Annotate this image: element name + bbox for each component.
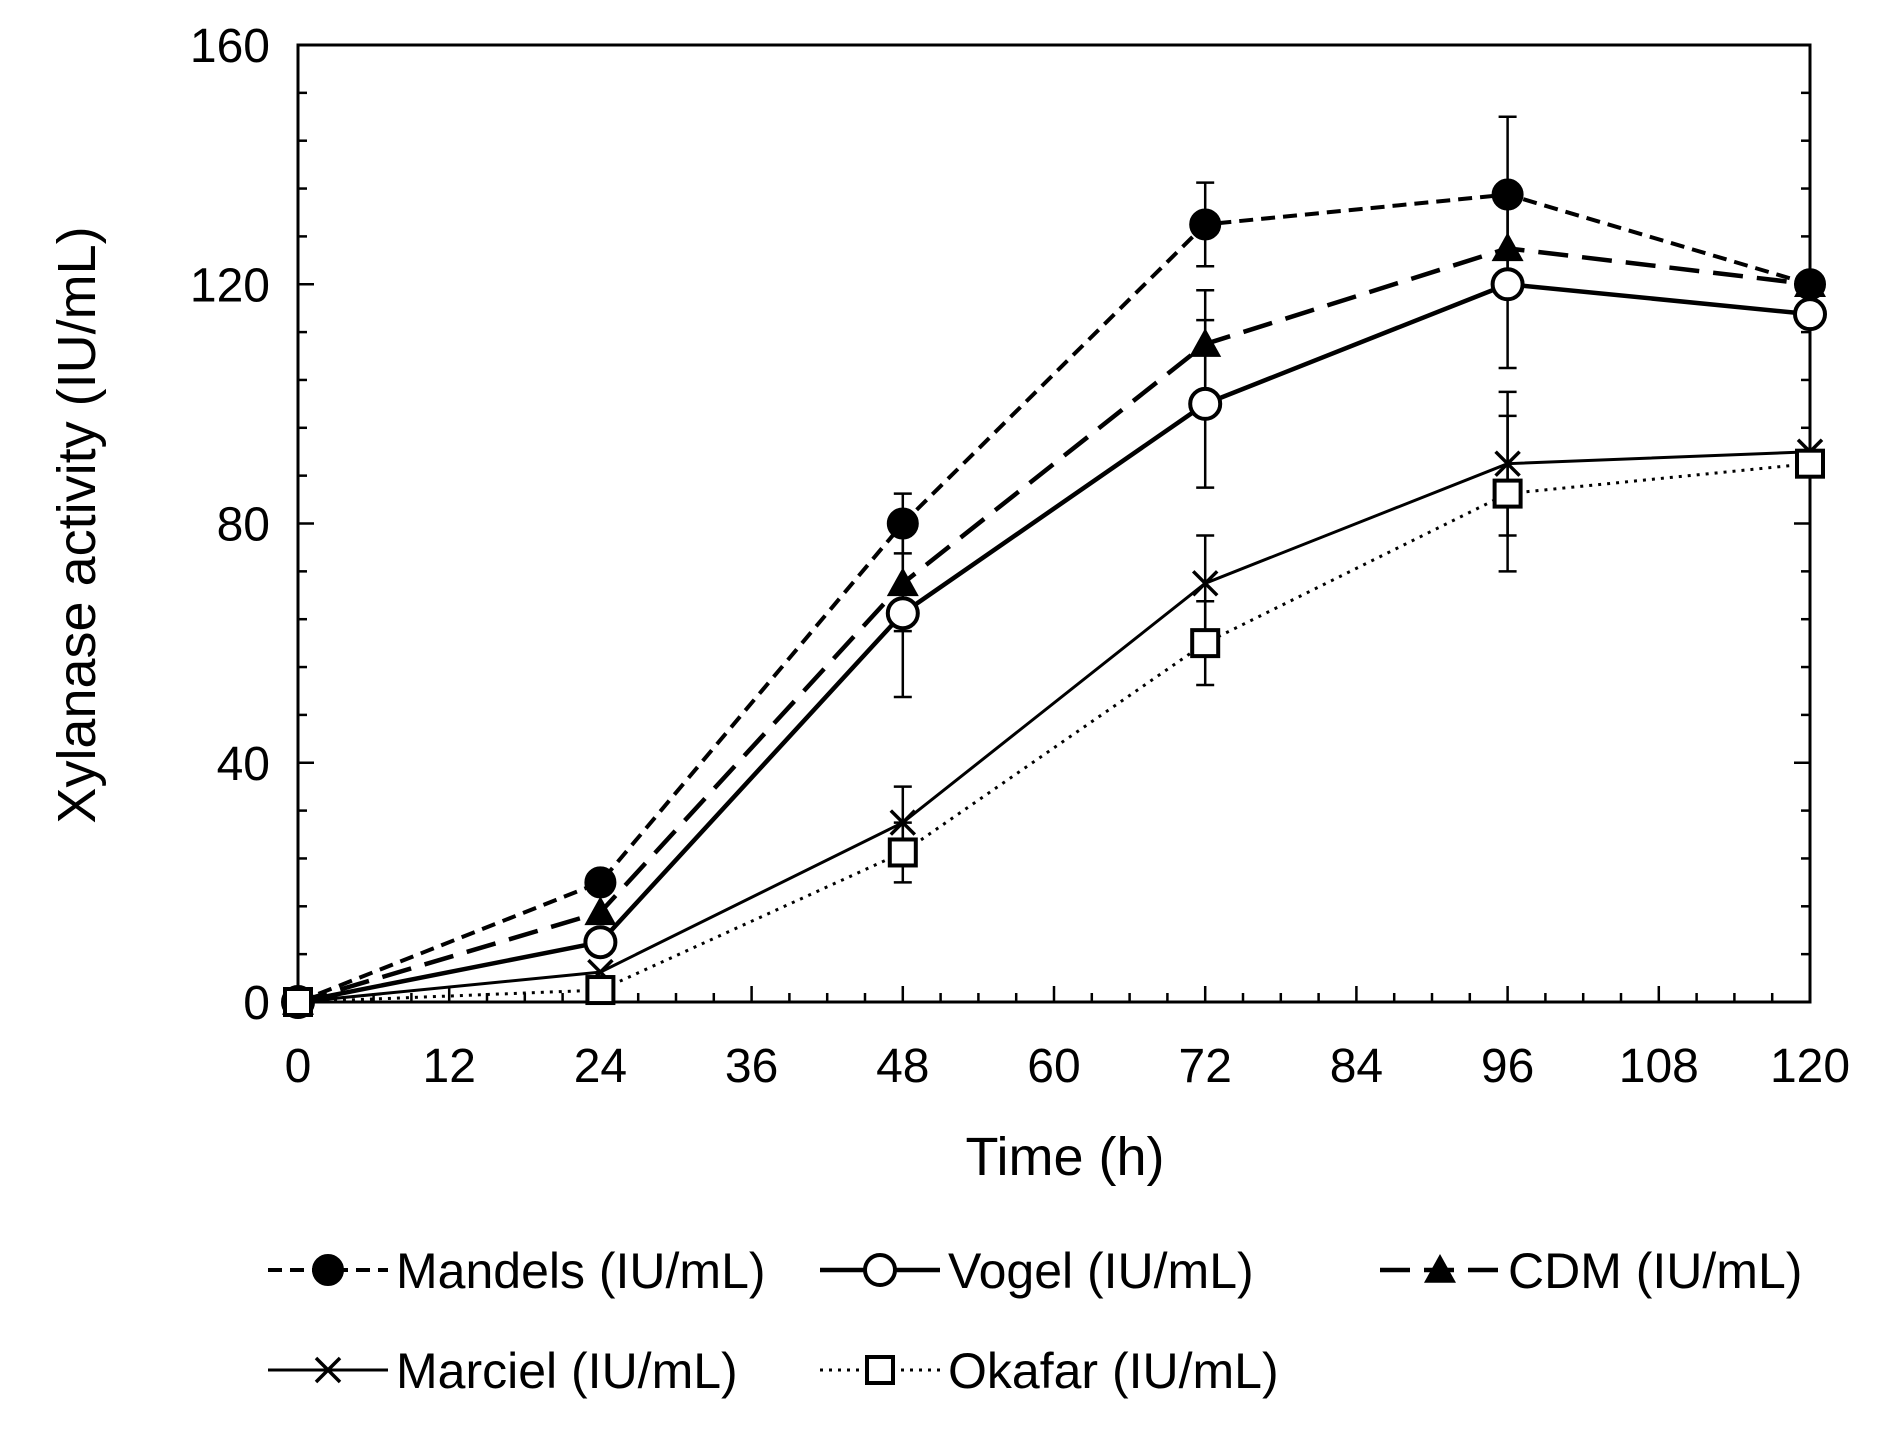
- x-tick-label: 84: [1330, 1040, 1383, 1093]
- y-tick-label: 160: [190, 20, 270, 73]
- x-tick-label: 120: [1770, 1040, 1850, 1093]
- y-tick-label: 120: [190, 259, 270, 312]
- series-line-4: [297, 462, 1811, 1004]
- data-point-4: [887, 837, 918, 868]
- data-point-4: [585, 975, 616, 1006]
- series-line-1: [297, 282, 1811, 1005]
- legend-label-0: Mandels (IU/mL): [396, 1243, 766, 1299]
- legend-label-3: Marciel (IU/mL): [396, 1343, 738, 1399]
- legend-label-2: CDM (IU/mL): [1508, 1243, 1802, 1299]
- legend: Mandels (IU/mL) Vogel (IU/mL) CDM (IU/mL) M…: [268, 1243, 1802, 1399]
- data-point-0: [1491, 178, 1524, 211]
- data-point-0: [886, 507, 919, 540]
- x-tick-label: 72: [1179, 1040, 1232, 1093]
- x-tick-label: 60: [1027, 1040, 1080, 1093]
- data-point-4: [1795, 448, 1825, 479]
- data-point-0: [584, 866, 617, 899]
- data-point-1: [1490, 267, 1525, 302]
- x-tick-label: 36: [725, 1040, 778, 1093]
- x-tick-label: 96: [1481, 1040, 1534, 1093]
- data-point-2: [1189, 328, 1222, 357]
- plot-area: [296, 43, 1812, 1004]
- y-tick-label: 40: [217, 738, 270, 791]
- data-point-4: [1492, 478, 1523, 509]
- data-point-4: [1190, 628, 1221, 659]
- x-tick-label: 0: [285, 1040, 312, 1093]
- data-point-3: [1494, 450, 1521, 477]
- x-tick-label: 12: [423, 1040, 476, 1093]
- series-line-0: [297, 192, 1811, 1004]
- legend-label-1: Vogel (IU/mL): [948, 1243, 1254, 1299]
- axis-ticks: 0 12 24 36 48 60 72 84 96 108 120 0 40 80 120 160: [190, 20, 1850, 1093]
- x-tick-label: 108: [1619, 1040, 1699, 1093]
- x-tick-label: 48: [876, 1040, 929, 1093]
- series-lines: [281, 115, 1827, 1019]
- data-point-2: [1491, 232, 1524, 262]
- legend-marker-0: [312, 1254, 344, 1286]
- plot-frame: [296, 43, 1812, 1004]
- series-line-2: [297, 246, 1811, 1005]
- y-tick-label: 0: [243, 977, 270, 1030]
- series-line-3: [297, 450, 1811, 1004]
- x-axis-title: Time (h): [966, 1127, 1165, 1187]
- data-point-1: [885, 596, 920, 631]
- legend-label-4: Okafar (IU/mL): [948, 1343, 1279, 1399]
- legend-marker-1: [863, 1253, 897, 1287]
- data-point-1: [1793, 297, 1827, 332]
- y-axis-title: Xylanase activity (IU/mL): [47, 226, 107, 823]
- legend-marker-3: [314, 1356, 342, 1384]
- data-point-2: [886, 567, 919, 597]
- data-point-4: [283, 987, 313, 1017]
- y-tick-label: 80: [217, 499, 270, 552]
- legend-marker-4: [865, 1355, 895, 1385]
- data-point-2: [1794, 268, 1826, 298]
- data-point-1: [1188, 386, 1223, 421]
- legend-marker-2: [1424, 1254, 1456, 1283]
- data-point-0: [1189, 208, 1222, 241]
- data-point-3: [1191, 570, 1219, 597]
- x-tick-label: 24: [574, 1040, 627, 1093]
- data-point-1: [583, 925, 618, 960]
- data-point-2: [584, 896, 617, 926]
- data-point-3: [889, 809, 917, 836]
